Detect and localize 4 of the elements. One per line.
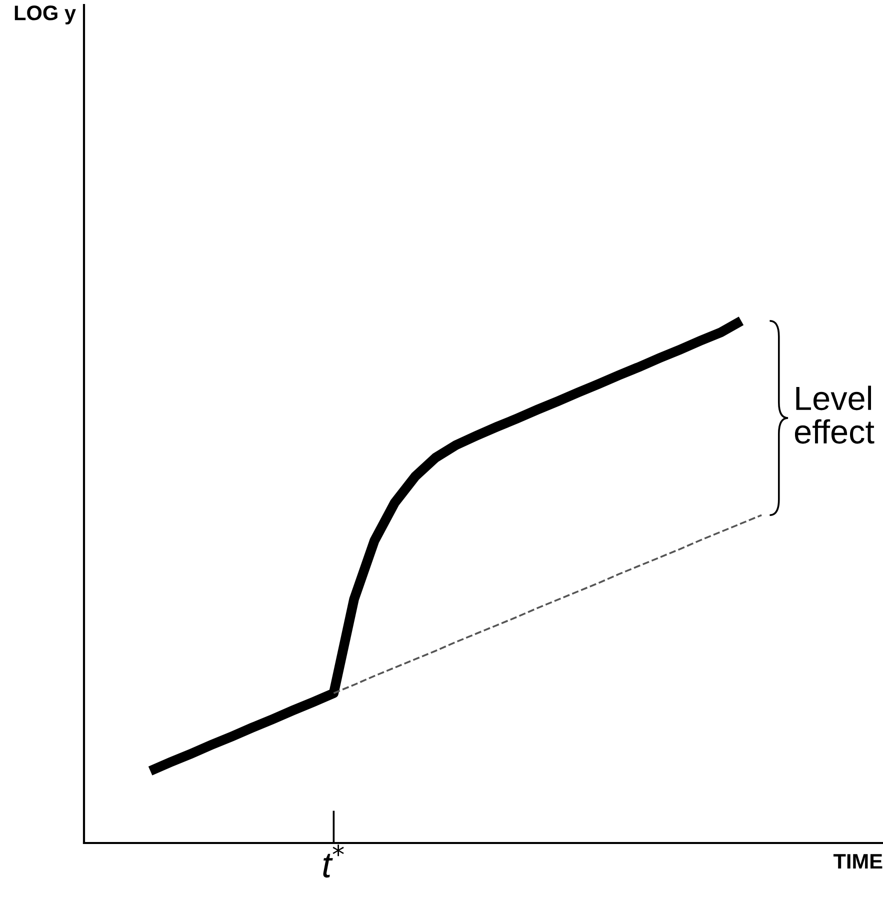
text: t$^{*}$ [323, 844, 344, 878]
text: LOG y [14, 6, 76, 24]
x-axis-title: TIME [833, 854, 882, 869]
text: Level effect [794, 386, 874, 444]
